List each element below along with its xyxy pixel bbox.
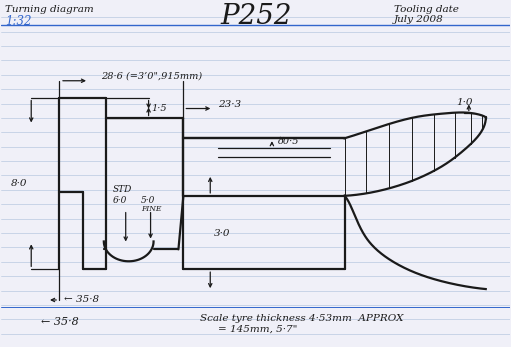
Text: 1:32: 1:32	[6, 15, 32, 28]
Text: STD: STD	[113, 185, 132, 194]
Text: Tooling date: Tooling date	[394, 5, 459, 14]
Text: 1·0: 1·0	[456, 98, 472, 107]
Text: 8·0: 8·0	[11, 179, 28, 188]
Text: Scale tyre thickness 4·53mm  APPROX: Scale tyre thickness 4·53mm APPROX	[200, 314, 404, 323]
Text: ← 35·8: ← 35·8	[64, 295, 99, 304]
Text: 6·0: 6·0	[113, 196, 127, 205]
Text: P252: P252	[220, 3, 292, 31]
Text: 23·3: 23·3	[218, 100, 241, 109]
Text: 28·6 (=3’0",915mm): 28·6 (=3’0",915mm)	[101, 72, 202, 81]
Text: 3·0: 3·0	[214, 229, 231, 238]
Text: 5·0: 5·0	[141, 196, 155, 205]
Text: ð0·5: ð0·5	[278, 137, 299, 146]
Text: FINE: FINE	[141, 205, 161, 213]
Text: = 145mm, 5·7": = 145mm, 5·7"	[218, 325, 297, 334]
Text: ← 35·8: ← 35·8	[41, 317, 79, 327]
Text: Turning diagram: Turning diagram	[6, 5, 94, 14]
Text: 1·5: 1·5	[152, 104, 167, 113]
Text: July 2008: July 2008	[394, 15, 444, 24]
